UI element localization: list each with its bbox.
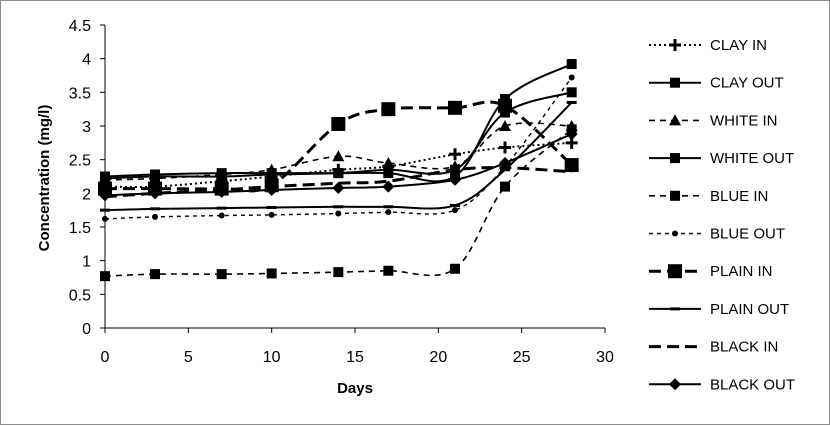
- data-point: [331, 116, 346, 131]
- legend-item: CLAY OUT: [649, 75, 784, 92]
- data-point: [218, 212, 225, 219]
- data-point: [216, 168, 227, 179]
- legend-label: BLUE OUT: [710, 226, 785, 243]
- data-point: [498, 98, 512, 113]
- data-point: [452, 207, 458, 214]
- series-blue-out: [102, 74, 575, 222]
- data-point: [669, 378, 681, 391]
- y-tick-label: 0: [82, 321, 91, 338]
- data-point: [383, 168, 394, 179]
- data-point: [150, 169, 160, 180]
- data-point: [332, 150, 345, 162]
- data-point: [566, 87, 577, 98]
- legend-item: BLACK IN: [649, 339, 778, 356]
- legend-item: BLUE OUT: [649, 226, 785, 243]
- legend-label: PLAIN OUT: [710, 301, 789, 318]
- data-point: [382, 157, 395, 169]
- data-point: [382, 180, 395, 193]
- data-point: [566, 59, 577, 70]
- plot-area: [98, 59, 579, 282]
- series-line: [104, 141, 572, 188]
- legend-label: PLAIN IN: [710, 263, 773, 280]
- x-tick-label: 5: [184, 349, 193, 366]
- data-point: [450, 263, 460, 274]
- x-tick-label: 0: [101, 349, 110, 366]
- data-point: [333, 168, 344, 179]
- data-point: [152, 213, 158, 220]
- y-tick-label: 3: [82, 119, 91, 136]
- series-line: [104, 128, 573, 277]
- data-point: [499, 141, 511, 154]
- x-tick-label: 20: [429, 349, 447, 366]
- legend-item: WHITE IN: [649, 112, 778, 129]
- data-point: [332, 181, 345, 194]
- data-point: [449, 148, 461, 161]
- data-point: [266, 168, 277, 179]
- legend-item: BLACK OUT: [649, 376, 795, 393]
- legend-label: WHITE IN: [710, 112, 778, 129]
- data-point: [383, 265, 394, 276]
- data-point: [669, 114, 681, 126]
- data-point: [448, 100, 462, 115]
- legend-label: CLAY OUT: [710, 75, 784, 92]
- legend-label: BLACK IN: [710, 339, 778, 356]
- data-point: [268, 211, 275, 218]
- y-tick-label: 2.5: [69, 153, 91, 170]
- x-axis-title: Days: [337, 380, 373, 397]
- data-point: [500, 181, 510, 192]
- series-line: [104, 77, 573, 220]
- legend-item: BLUE IN: [649, 188, 768, 205]
- data-point: [670, 153, 680, 164]
- legend-label: CLAY IN: [710, 37, 767, 54]
- legend-label: BLUE IN: [710, 188, 768, 205]
- legend-item: PLAIN IN: [649, 263, 773, 280]
- legend-item: CLAY IN: [649, 37, 767, 54]
- y-tick-label: 1.5: [69, 220, 91, 237]
- series-plain-out: [100, 100, 577, 212]
- x-tick-label: 25: [513, 349, 531, 366]
- data-point: [670, 77, 680, 88]
- legend-item: PLAIN OUT: [649, 301, 789, 318]
- axes: 0 0.5 1 1.5 2 2.5 3 3.5 4 4.5 0 5 10 15 20 25 30: [69, 18, 614, 366]
- data-point: [333, 267, 344, 278]
- data-point: [568, 74, 575, 81]
- data-point: [266, 268, 277, 279]
- y-tick-label: 2: [82, 186, 91, 203]
- data-point: [670, 190, 680, 201]
- y-tick-label: 0.5: [69, 287, 91, 304]
- legend-label: BLACK OUT: [710, 376, 795, 393]
- data-point: [149, 187, 161, 200]
- data-point: [215, 185, 228, 198]
- legend-item: WHITE OUT: [649, 150, 794, 167]
- data-point: [150, 269, 160, 280]
- data-point: [381, 102, 396, 117]
- data-point: [335, 210, 342, 217]
- y-axis-title: Concentration (mg/l): [36, 105, 53, 252]
- series-black-out: [99, 128, 578, 202]
- y-tick-label: 4.5: [69, 18, 91, 35]
- data-point: [499, 120, 511, 131]
- y-tick-label: 3.5: [69, 85, 91, 102]
- data-point: [449, 173, 461, 186]
- data-point: [672, 230, 678, 237]
- x-tick-label: 15: [346, 349, 364, 366]
- data-point: [668, 264, 682, 279]
- data-point: [564, 158, 579, 173]
- data-point: [216, 269, 227, 280]
- data-point: [499, 157, 511, 170]
- y-tick-label: 4: [82, 52, 91, 69]
- data-point: [669, 39, 681, 51]
- legend-label: WHITE OUT: [710, 150, 794, 167]
- data-point: [385, 209, 392, 216]
- x-tick-label: 30: [596, 349, 614, 366]
- x-tick-label: 10: [263, 349, 281, 366]
- legend: CLAY IN CLAY OUT WHITE IN WHITE OUT BLUE IN B…: [649, 37, 795, 393]
- data-point: [265, 183, 278, 196]
- y-tick-label: 1: [82, 254, 91, 271]
- data-point: [565, 128, 578, 141]
